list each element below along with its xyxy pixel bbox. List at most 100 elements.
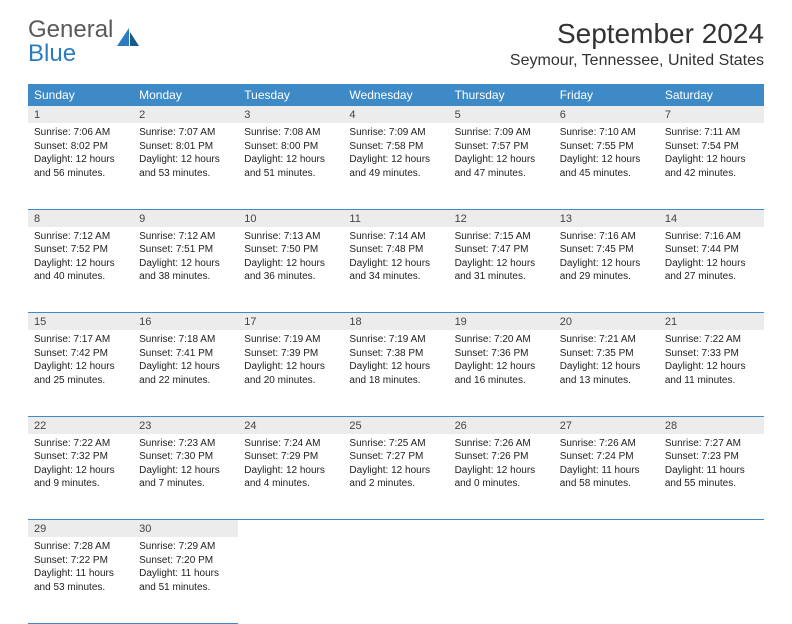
daylight-text: Daylight: 12 hours and 45 minutes. — [560, 153, 653, 180]
day-content-cell: Sunrise: 7:29 AMSunset: 7:20 PMDaylight:… — [133, 537, 238, 623]
sunset-text: Sunset: 7:52 PM — [34, 243, 127, 257]
sunset-text: Sunset: 8:00 PM — [244, 140, 337, 154]
day-content-row: Sunrise: 7:17 AMSunset: 7:42 PMDaylight:… — [28, 330, 764, 416]
sunset-text: Sunset: 7:42 PM — [34, 347, 127, 361]
sunrise-text: Sunrise: 7:11 AM — [665, 126, 758, 140]
sunset-text: Sunset: 7:30 PM — [139, 450, 232, 464]
daylight-text: Daylight: 12 hours and 0 minutes. — [455, 464, 548, 491]
day-content-cell: Sunrise: 7:21 AMSunset: 7:35 PMDaylight:… — [554, 330, 659, 416]
location: Seymour, Tennessee, United States — [510, 52, 764, 70]
day-number-cell: 6 — [554, 106, 659, 123]
daylight-text: Daylight: 11 hours and 51 minutes. — [139, 567, 232, 594]
sunset-text: Sunset: 7:26 PM — [455, 450, 548, 464]
day-content-cell: Sunrise: 7:23 AMSunset: 7:30 PMDaylight:… — [133, 434, 238, 520]
day-number-cell: 12 — [449, 209, 554, 227]
sunset-text: Sunset: 7:27 PM — [349, 450, 442, 464]
day-content-cell: Sunrise: 7:12 AMSunset: 7:51 PMDaylight:… — [133, 227, 238, 313]
sunset-text: Sunset: 7:33 PM — [665, 347, 758, 361]
day-content-cell: Sunrise: 7:22 AMSunset: 7:32 PMDaylight:… — [28, 434, 133, 520]
sunrise-text: Sunrise: 7:15 AM — [455, 230, 548, 244]
day-number-cell: 27 — [554, 416, 659, 434]
sunrise-text: Sunrise: 7:19 AM — [349, 333, 442, 347]
day-number-cell — [554, 520, 659, 538]
day-number-cell: 18 — [343, 313, 448, 331]
day-number-cell — [449, 520, 554, 538]
daylight-text: Daylight: 12 hours and 29 minutes. — [560, 257, 653, 284]
weekday-header: Saturday — [659, 84, 764, 106]
daylight-text: Daylight: 12 hours and 2 minutes. — [349, 464, 442, 491]
day-number-row: 1234567 — [28, 106, 764, 123]
day-content-cell: Sunrise: 7:26 AMSunset: 7:26 PMDaylight:… — [449, 434, 554, 520]
daylight-text: Daylight: 11 hours and 55 minutes. — [665, 464, 758, 491]
daylight-text: Daylight: 12 hours and 13 minutes. — [560, 360, 653, 387]
day-number-cell: 24 — [238, 416, 343, 434]
day-content-cell: Sunrise: 7:09 AMSunset: 7:57 PMDaylight:… — [449, 123, 554, 209]
day-number-cell: 1 — [28, 106, 133, 123]
day-number-cell: 26 — [449, 416, 554, 434]
sunset-text: Sunset: 7:29 PM — [244, 450, 337, 464]
day-number-cell: 2 — [133, 106, 238, 123]
day-number-cell: 17 — [238, 313, 343, 331]
sunset-text: Sunset: 7:22 PM — [34, 554, 127, 568]
sunset-text: Sunset: 8:02 PM — [34, 140, 127, 154]
weekday-header-row: SundayMondayTuesdayWednesdayThursdayFrid… — [28, 84, 764, 106]
sunset-text: Sunset: 7:38 PM — [349, 347, 442, 361]
sunrise-text: Sunrise: 7:29 AM — [139, 540, 232, 554]
sunrise-text: Sunrise: 7:23 AM — [139, 437, 232, 451]
day-number-cell: 29 — [28, 520, 133, 538]
day-content-cell: Sunrise: 7:12 AMSunset: 7:52 PMDaylight:… — [28, 227, 133, 313]
day-number-row: 2930 — [28, 520, 764, 538]
day-number-cell: 15 — [28, 313, 133, 331]
day-number-cell: 9 — [133, 209, 238, 227]
daylight-text: Daylight: 12 hours and 51 minutes. — [244, 153, 337, 180]
day-number-cell: 16 — [133, 313, 238, 331]
sunset-text: Sunset: 7:24 PM — [560, 450, 653, 464]
day-number-row: 22232425262728 — [28, 416, 764, 434]
day-number-row: 15161718192021 — [28, 313, 764, 331]
sunrise-text: Sunrise: 7:10 AM — [560, 126, 653, 140]
sunrise-text: Sunrise: 7:22 AM — [34, 437, 127, 451]
sunrise-text: Sunrise: 7:16 AM — [560, 230, 653, 244]
sunrise-text: Sunrise: 7:16 AM — [665, 230, 758, 244]
sunset-text: Sunset: 7:54 PM — [665, 140, 758, 154]
day-content-cell: Sunrise: 7:14 AMSunset: 7:48 PMDaylight:… — [343, 227, 448, 313]
day-content-cell: Sunrise: 7:19 AMSunset: 7:39 PMDaylight:… — [238, 330, 343, 416]
daylight-text: Daylight: 12 hours and 31 minutes. — [455, 257, 548, 284]
day-content-row: Sunrise: 7:22 AMSunset: 7:32 PMDaylight:… — [28, 434, 764, 520]
daylight-text: Daylight: 12 hours and 27 minutes. — [665, 257, 758, 284]
sunset-text: Sunset: 7:47 PM — [455, 243, 548, 257]
day-number-cell: 13 — [554, 209, 659, 227]
sunrise-text: Sunrise: 7:08 AM — [244, 126, 337, 140]
day-content-cell — [343, 537, 448, 623]
day-content-cell: Sunrise: 7:22 AMSunset: 7:33 PMDaylight:… — [659, 330, 764, 416]
sunset-text: Sunset: 7:50 PM — [244, 243, 337, 257]
daylight-text: Daylight: 12 hours and 47 minutes. — [455, 153, 548, 180]
day-content-cell — [554, 537, 659, 623]
sunrise-text: Sunrise: 7:22 AM — [665, 333, 758, 347]
sunrise-text: Sunrise: 7:19 AM — [244, 333, 337, 347]
daylight-text: Daylight: 12 hours and 7 minutes. — [139, 464, 232, 491]
sunset-text: Sunset: 8:01 PM — [139, 140, 232, 154]
sunrise-text: Sunrise: 7:12 AM — [34, 230, 127, 244]
weekday-header: Tuesday — [238, 84, 343, 106]
day-number-cell — [343, 520, 448, 538]
day-content-cell: Sunrise: 7:18 AMSunset: 7:41 PMDaylight:… — [133, 330, 238, 416]
sunset-text: Sunset: 7:48 PM — [349, 243, 442, 257]
sunrise-text: Sunrise: 7:27 AM — [665, 437, 758, 451]
sunset-text: Sunset: 7:39 PM — [244, 347, 337, 361]
daylight-text: Daylight: 11 hours and 58 minutes. — [560, 464, 653, 491]
day-content-row: Sunrise: 7:06 AMSunset: 8:02 PMDaylight:… — [28, 123, 764, 209]
daylight-text: Daylight: 12 hours and 40 minutes. — [34, 257, 127, 284]
day-number-cell: 19 — [449, 313, 554, 331]
month-title: September 2024 — [510, 18, 764, 50]
day-content-cell: Sunrise: 7:11 AMSunset: 7:54 PMDaylight:… — [659, 123, 764, 209]
day-content-cell — [238, 537, 343, 623]
daylight-text: Daylight: 12 hours and 22 minutes. — [139, 360, 232, 387]
sunset-text: Sunset: 7:44 PM — [665, 243, 758, 257]
sunset-text: Sunset: 7:23 PM — [665, 450, 758, 464]
day-number-cell: 25 — [343, 416, 448, 434]
logo-sail-icon — [115, 26, 141, 48]
logo-text-2: Blue — [28, 40, 76, 67]
daylight-text: Daylight: 12 hours and 25 minutes. — [34, 360, 127, 387]
sunrise-text: Sunrise: 7:14 AM — [349, 230, 442, 244]
